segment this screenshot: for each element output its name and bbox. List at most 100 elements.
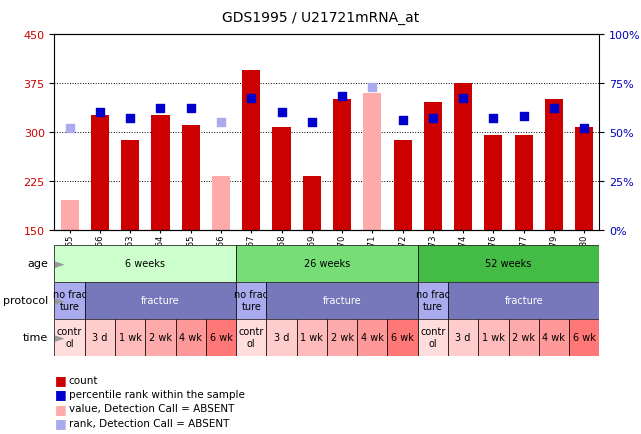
Bar (91, 116, 109, 230)
Bar (387, 319, 418, 356)
Point (306, 119, 317, 126)
Point (458, 95, 469, 102)
Bar (424, 103, 442, 230)
Text: ■: ■ (54, 388, 66, 401)
Text: ►: ► (54, 294, 64, 307)
Bar (418, 245, 599, 282)
Text: 6 weeks: 6 weeks (125, 259, 165, 269)
Point (155, 105, 165, 112)
Bar (236, 245, 418, 282)
Bar (545, 100, 563, 230)
Bar (575, 128, 594, 230)
Point (579, 125, 589, 132)
Text: ►: ► (54, 257, 64, 270)
Text: fracture: fracture (504, 296, 543, 306)
Text: 3 d: 3 d (92, 332, 108, 342)
Bar (297, 319, 327, 356)
Text: 4 wk: 4 wk (179, 332, 202, 342)
Bar (485, 135, 503, 230)
Text: 52 weeks: 52 weeks (485, 259, 532, 269)
Point (95, 109, 105, 116)
Text: percentile rank within the sample: percentile rank within the sample (69, 389, 244, 399)
Point (549, 105, 559, 112)
Bar (272, 128, 290, 230)
Bar (85, 319, 115, 356)
Bar (242, 70, 260, 230)
Text: 3 d: 3 d (456, 332, 470, 342)
Point (125, 115, 135, 122)
Text: fracture: fracture (141, 296, 179, 306)
Text: 1 wk: 1 wk (301, 332, 323, 342)
Bar (54, 282, 85, 319)
Text: ►: ► (54, 331, 64, 344)
Point (397, 117, 408, 124)
Point (65, 125, 75, 132)
Bar (515, 135, 533, 230)
Bar (569, 319, 599, 356)
Bar (115, 319, 146, 356)
Bar (54, 245, 236, 282)
Text: 2 wk: 2 wk (149, 332, 172, 342)
Point (186, 105, 196, 112)
Bar (60, 201, 79, 230)
Point (488, 115, 499, 122)
Text: ■: ■ (54, 373, 66, 386)
Bar (357, 319, 387, 356)
Bar (363, 93, 381, 230)
Text: 6 wk: 6 wk (391, 332, 414, 342)
Bar (212, 177, 230, 230)
Bar (181, 126, 200, 230)
Text: 1 wk: 1 wk (119, 332, 142, 342)
Text: protocol: protocol (3, 296, 48, 306)
Text: rank, Detection Call = ABSENT: rank, Detection Call = ABSENT (69, 418, 229, 427)
Bar (267, 282, 418, 319)
Bar (418, 319, 448, 356)
Point (428, 115, 438, 122)
Text: ■: ■ (54, 416, 66, 429)
Text: 6 wk: 6 wk (210, 332, 233, 342)
Point (519, 113, 529, 120)
Bar (454, 83, 472, 230)
Text: value, Detection Call = ABSENT: value, Detection Call = ABSENT (69, 404, 234, 413)
Bar (448, 319, 478, 356)
Text: GDS1995 / U21721mRNA_at: GDS1995 / U21721mRNA_at (222, 11, 419, 25)
Text: 1 wk: 1 wk (482, 332, 505, 342)
Text: count: count (69, 375, 98, 385)
Point (367, 84, 378, 91)
Bar (327, 319, 357, 356)
Text: fracture: fracture (322, 296, 362, 306)
Bar (418, 282, 448, 319)
Bar (236, 319, 267, 356)
Bar (151, 116, 169, 230)
Text: 4 wk: 4 wk (542, 332, 565, 342)
Text: 26 weeks: 26 weeks (304, 259, 350, 269)
Point (246, 95, 256, 102)
Bar (206, 319, 236, 356)
Text: contr
ol: contr ol (238, 327, 264, 348)
Bar (394, 141, 412, 230)
Bar (333, 100, 351, 230)
Text: contr
ol: contr ol (57, 327, 82, 348)
Bar (508, 319, 539, 356)
Bar (85, 282, 236, 319)
Text: 4 wk: 4 wk (361, 332, 384, 342)
Text: 3 d: 3 d (274, 332, 289, 342)
Point (276, 109, 287, 116)
Text: no frac
ture: no frac ture (234, 290, 268, 311)
Text: no frac
ture: no frac ture (53, 290, 87, 311)
Text: age: age (27, 259, 48, 269)
Text: 2 wk: 2 wk (512, 332, 535, 342)
Bar (267, 319, 297, 356)
Bar (146, 319, 176, 356)
Text: time: time (23, 332, 48, 342)
Text: contr
ol: contr ol (420, 327, 445, 348)
Bar (448, 282, 599, 319)
Bar (478, 319, 508, 356)
Text: 6 wk: 6 wk (573, 332, 595, 342)
Bar (303, 177, 321, 230)
Text: ■: ■ (54, 402, 66, 415)
Bar (121, 141, 139, 230)
Bar (176, 319, 206, 356)
Bar (54, 319, 85, 356)
Text: 2 wk: 2 wk (331, 332, 354, 342)
